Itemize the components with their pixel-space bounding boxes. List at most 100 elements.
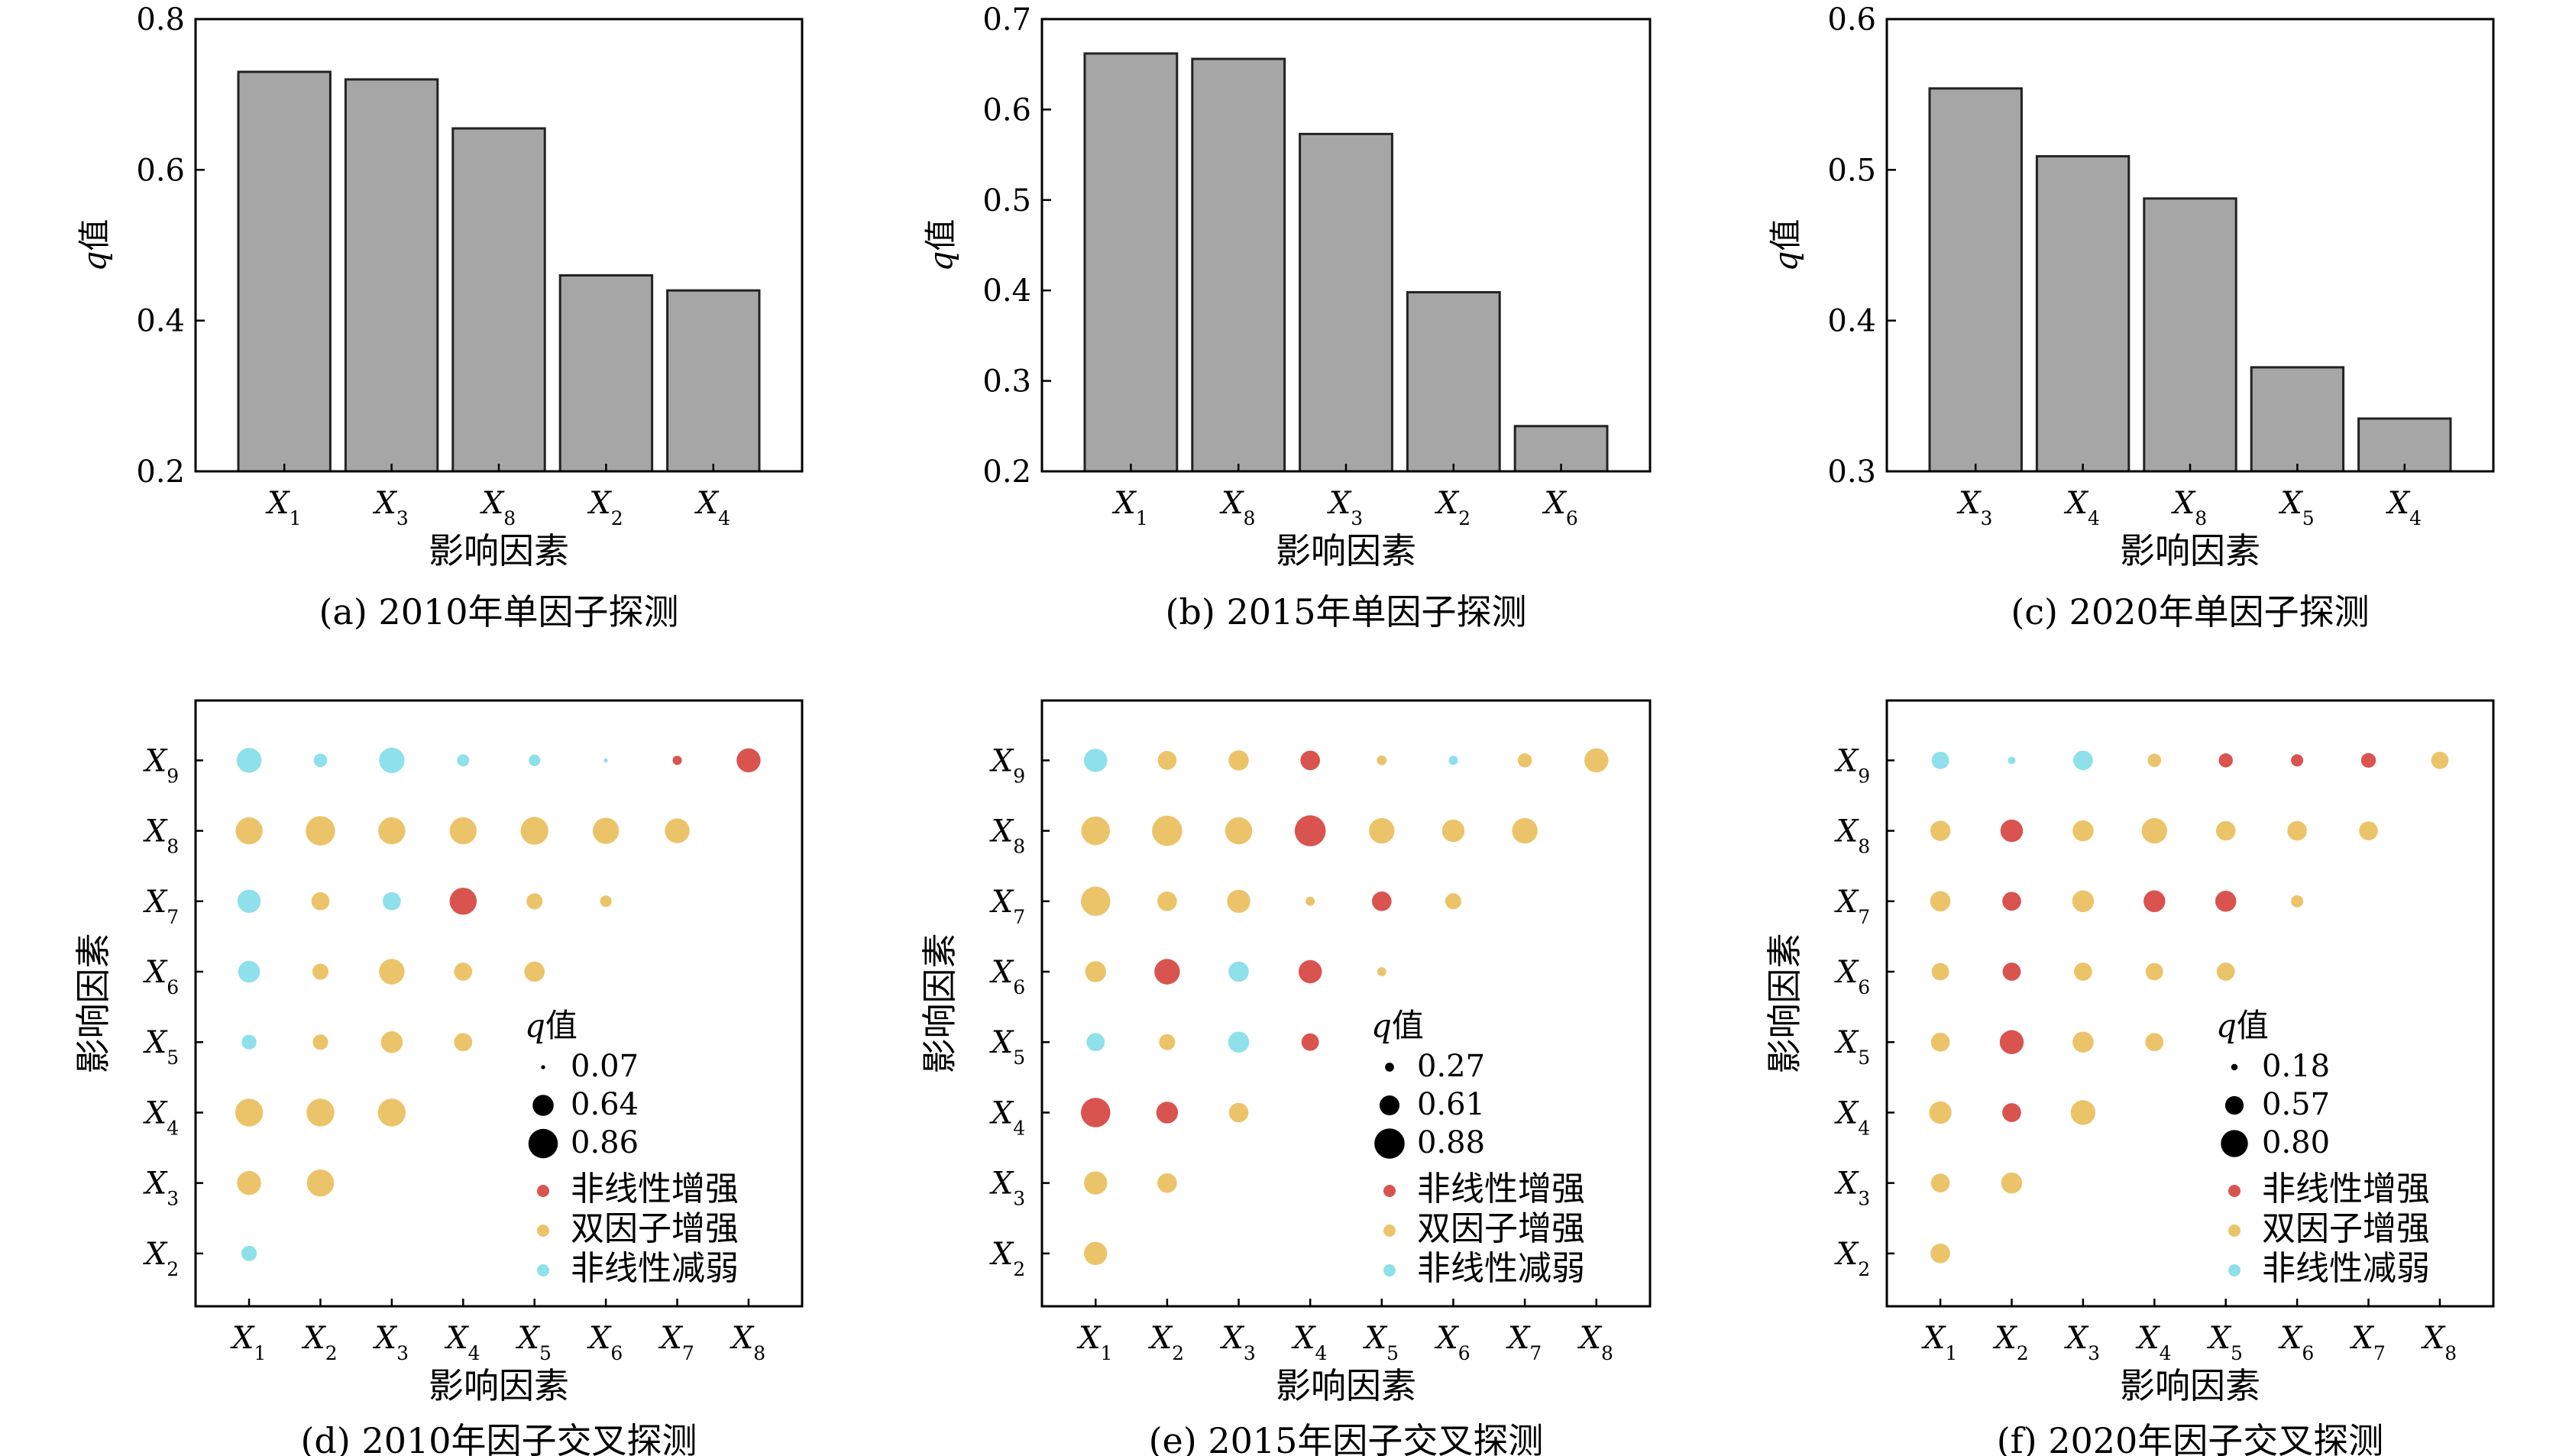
x-axis-label: 影响因素	[2120, 1365, 2260, 1406]
y-tick-label: 0.4	[1827, 304, 1876, 339]
point-f-x8-y9	[2431, 751, 2449, 769]
x-axis-label: 影响因素	[2120, 530, 2260, 571]
point-f-x3-y5	[2072, 1031, 2094, 1053]
y-tick-label: 0.6	[982, 92, 1031, 128]
point-d-x6-y9	[603, 758, 608, 763]
point-d-x3-y8	[378, 817, 406, 845]
point-e-x4-y8	[1294, 815, 1326, 846]
point-e-x3-y4	[1228, 1102, 1249, 1123]
point-d-x5-y8	[520, 817, 548, 845]
legend-type-label: 非线性减弱	[571, 1249, 739, 1288]
point-e-x7-y8	[1512, 817, 1538, 844]
point-e-x4-y9	[1300, 750, 1320, 771]
legend-size-label: 0.57	[2262, 1087, 2330, 1122]
x-tick-label: X4	[694, 486, 730, 529]
point-d-x2-y6	[312, 963, 328, 980]
x-tick-label: X1	[1076, 1321, 1112, 1364]
legend-type-marker	[1383, 1225, 1396, 1237]
point-d-x5-y7	[526, 893, 543, 910]
y-tick-label: X5	[989, 1025, 1025, 1069]
point-e-x1-y4	[1080, 1098, 1111, 1128]
point-e-x4-y7	[1306, 896, 1315, 906]
legend-size-label: 0.88	[1417, 1125, 1485, 1160]
x-tick-label: X5	[516, 1321, 552, 1364]
y-tick-label: 0.8	[136, 2, 185, 37]
x-tick-label: X3	[1956, 486, 1992, 529]
x-tick-label: X3	[1219, 1321, 1255, 1364]
y-tick-label: 0.2	[136, 455, 185, 490]
x-tick-label: X4	[444, 1321, 480, 1364]
x-tick-label: X8	[2421, 1321, 2457, 1364]
point-f-x6-y7	[2291, 895, 2304, 908]
x-tick-label: X4	[1291, 1321, 1327, 1364]
y-tick-label: X9	[143, 743, 179, 787]
x-tick-label: X2	[301, 1321, 337, 1364]
x-tick-label: X1	[230, 1321, 266, 1364]
legend-type-marker	[2228, 1225, 2241, 1237]
point-d-x5-y6	[524, 961, 545, 982]
y-tick-label: 0.3	[982, 364, 1031, 400]
point-e-x2-y4	[1156, 1102, 1179, 1124]
point-d-x4-y8	[449, 817, 477, 845]
x-tick-label: X7	[2349, 1321, 2385, 1364]
x-tick-label: X6	[1542, 486, 1577, 529]
point-e-x1-y3	[1084, 1171, 1108, 1195]
y-tick-label: X8	[143, 814, 179, 858]
legend-title: q值	[1371, 1007, 1424, 1044]
y-tick-label: 0.2	[982, 455, 1031, 490]
point-f-x1-y2	[1930, 1244, 1950, 1263]
bar-a-3	[451, 127, 546, 473]
bar-a-5	[666, 289, 761, 473]
y-tick-label: X2	[143, 1237, 179, 1280]
y-tick-label: 0.4	[136, 304, 185, 339]
legend-size-marker	[532, 1095, 554, 1116]
y-tick-label: 0.6	[136, 153, 185, 188]
bar-c-4	[2250, 366, 2345, 473]
x-tick-label: X8	[1577, 1321, 1613, 1364]
plot-frame	[194, 699, 804, 1308]
point-f-x4-y9	[2147, 753, 2162, 768]
point-d-x2-y7	[311, 891, 330, 911]
point-e-x5-y9	[1377, 755, 1387, 765]
y-tick-label: X6	[143, 955, 179, 998]
legend-type-marker	[1383, 1185, 1396, 1197]
y-tick-label: 0.5	[1827, 153, 1876, 188]
point-f-x6-y9	[2291, 754, 2304, 767]
legend-size-marker	[2224, 1095, 2244, 1115]
y-tick-label: X3	[1834, 1166, 1870, 1210]
x-tick-label: X1	[1921, 1321, 1957, 1364]
point-e-x6-y9	[1448, 756, 1458, 765]
point-d-x2-y5	[312, 1034, 328, 1050]
point-f-x3-y7	[2072, 890, 2095, 913]
point-f-x4-y6	[2145, 963, 2163, 981]
point-f-x1-y6	[1931, 963, 1949, 981]
y-tick-label: X4	[989, 1095, 1025, 1139]
point-f-x7-y9	[2360, 752, 2376, 768]
point-e-x2-y8	[1152, 815, 1183, 846]
point-d-x8-y9	[736, 748, 761, 773]
plot-frame	[1885, 699, 2495, 1308]
legend-type-marker	[2228, 1264, 2241, 1276]
legend-size-label: 0.18	[2262, 1049, 2330, 1084]
point-e-x2-y9	[1157, 751, 1177, 770]
point-e-x1-y7	[1080, 886, 1111, 917]
point-e-x6-y7	[1445, 893, 1461, 910]
y-tick-label: X8	[989, 814, 1025, 858]
point-f-x6-y8	[2287, 820, 2307, 841]
x-axis-label: 影响因素	[429, 1365, 569, 1406]
legend-type-marker	[1383, 1264, 1396, 1276]
point-f-x7-y8	[2359, 821, 2378, 840]
point-e-x4-y6	[1298, 959, 1322, 984]
point-d-x1-y9	[236, 748, 262, 773]
point-e-x1-y2	[1084, 1241, 1108, 1266]
bar-c-3	[2143, 197, 2237, 473]
y-axis-label: q值	[1767, 219, 1804, 272]
legend-type-marker	[537, 1225, 549, 1237]
point-d-x4-y5	[454, 1033, 473, 1052]
point-f-x1-y5	[1930, 1032, 1950, 1052]
x-tick-label: X5	[1363, 1321, 1399, 1364]
